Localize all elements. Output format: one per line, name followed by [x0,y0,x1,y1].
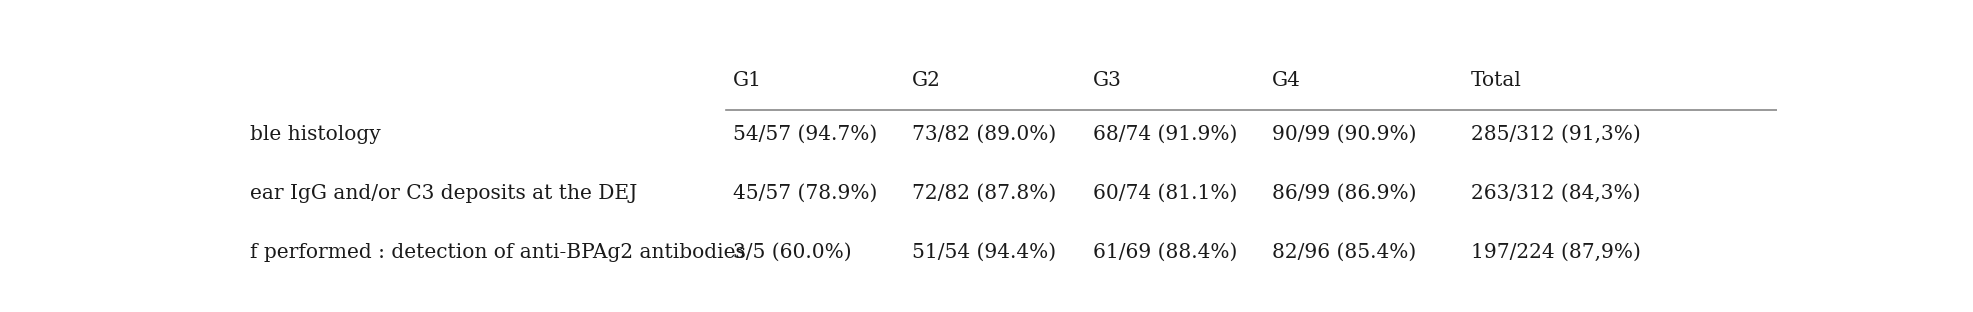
Text: Total: Total [1470,71,1521,90]
Text: ear IgG and/or C3 deposits at the DEJ: ear IgG and/or C3 deposits at the DEJ [251,184,637,203]
Text: 73/82 (89.0%): 73/82 (89.0%) [912,125,1056,144]
Text: 3/5 (60.0%): 3/5 (60.0%) [732,243,852,262]
Text: 72/82 (87.8%): 72/82 (87.8%) [912,184,1056,203]
Text: 82/96 (85.4%): 82/96 (85.4%) [1271,243,1415,262]
Text: G3: G3 [1093,71,1121,90]
Text: 51/54 (94.4%): 51/54 (94.4%) [912,243,1056,262]
Text: 45/57 (78.9%): 45/57 (78.9%) [732,184,878,203]
Text: 68/74 (91.9%): 68/74 (91.9%) [1093,125,1237,144]
Text: 90/99 (90.9%): 90/99 (90.9%) [1271,125,1415,144]
Text: f performed : detection of anti-BPAg2 antibodies: f performed : detection of anti-BPAg2 an… [251,243,746,262]
Text: ble histology: ble histology [251,125,381,144]
Text: 263/312 (84,3%): 263/312 (84,3%) [1470,184,1640,203]
Text: 86/99 (86.9%): 86/99 (86.9%) [1271,184,1415,203]
Text: 60/74 (81.1%): 60/74 (81.1%) [1093,184,1237,203]
Text: G1: G1 [732,71,762,90]
Text: G2: G2 [912,71,941,90]
Text: G4: G4 [1271,71,1300,90]
Text: 285/312 (91,3%): 285/312 (91,3%) [1470,125,1640,144]
Text: 61/69 (88.4%): 61/69 (88.4%) [1093,243,1237,262]
Text: 54/57 (94.7%): 54/57 (94.7%) [732,125,878,144]
Text: 197/224 (87,9%): 197/224 (87,9%) [1470,243,1640,262]
